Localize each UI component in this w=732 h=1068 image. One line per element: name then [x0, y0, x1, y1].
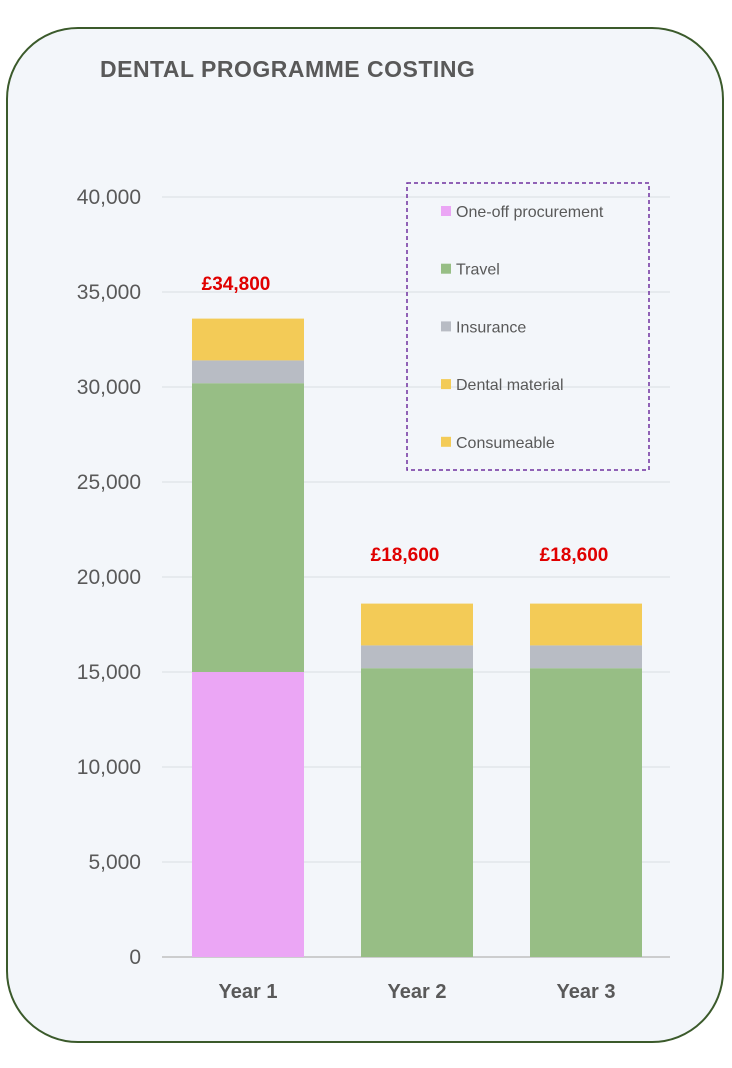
chart-title: DENTAL PROGRAMME COSTING — [100, 56, 476, 82]
legend-swatch — [441, 379, 451, 390]
bar-segment-consumeable — [192, 318, 304, 361]
x-tick-label: Year 3 — [557, 981, 616, 1003]
x-tick-label: Year 1 — [219, 981, 278, 1003]
legend-swatch — [441, 321, 451, 332]
y-tick-label: 0 — [129, 946, 141, 969]
bar-segment-consumeable — [530, 603, 642, 646]
y-tick-label: 10,000 — [77, 756, 141, 779]
y-tick-label: 5,000 — [88, 851, 141, 874]
bar-segment-travel — [361, 668, 473, 957]
bar-segment-insurance — [192, 360, 304, 384]
legend-label: Insurance — [456, 319, 526, 336]
legend-swatch — [441, 206, 451, 216]
x-tick-label: Year 2 — [388, 981, 447, 1003]
y-tick-label: 20,000 — [77, 566, 141, 589]
legend-swatch — [441, 436, 451, 447]
bar-segment-insurance — [361, 645, 473, 669]
legend-swatch — [441, 263, 451, 274]
total-label: £18,600 — [371, 545, 440, 566]
total-label: £18,600 — [540, 545, 609, 566]
legend-label: Travel — [456, 262, 500, 279]
legend-label: Dental material — [456, 377, 564, 394]
y-tick-label: 25,000 — [77, 471, 141, 494]
y-tick-label: 15,000 — [77, 661, 141, 684]
bar-segment-travel — [530, 668, 642, 957]
y-tick-label: 40,000 — [77, 186, 141, 209]
bar-segment-one-off-procurement — [192, 672, 304, 957]
legend-label: One-off procurement — [456, 204, 604, 221]
bar-segment-consumeable — [361, 603, 473, 646]
legend-box — [406, 182, 650, 471]
legend-label: Consumeable — [456, 435, 555, 452]
y-tick-label: 35,000 — [77, 281, 141, 304]
bar-segment-insurance — [530, 645, 642, 669]
bar-segment-travel — [192, 383, 304, 672]
y-tick-label: 30,000 — [77, 376, 141, 399]
total-label: £34,800 — [202, 274, 271, 295]
